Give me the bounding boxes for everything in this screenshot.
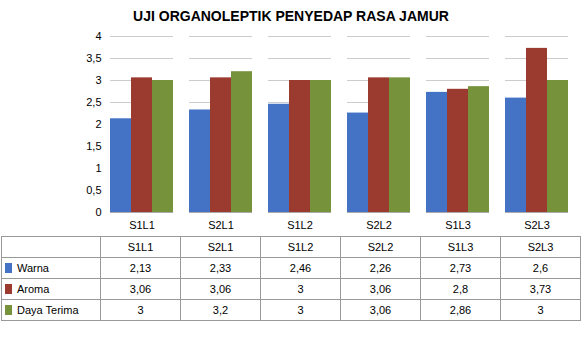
svg-text:2: 2 (95, 118, 101, 130)
html-text:3: 3 (537, 304, 544, 316)
html-text:S1L1: S1L1 (127, 241, 154, 253)
svg-text:S2L3: S2L3 (524, 219, 550, 231)
svg-text:S1L1: S1L1 (129, 219, 155, 231)
html-text:Aroma: Aroma (17, 283, 50, 295)
html-text:3,06: 3,06 (209, 283, 232, 295)
svg-text:S1L3: S1L3 (445, 219, 471, 231)
svg-text:1,5: 1,5 (86, 140, 101, 152)
html-text:S2L2: S2L2 (367, 241, 394, 253)
html-text:2,6: 2,6 (532, 262, 549, 274)
html-text:Daya Terima: Daya Terima (17, 304, 79, 316)
svg-text:2,5: 2,5 (86, 96, 101, 108)
html-text:2,13: 2,13 (129, 262, 152, 274)
html-text:S1L3: S1L3 (447, 241, 474, 253)
html-text:3,06: 3,06 (129, 283, 152, 295)
html-text:2,26: 2,26 (369, 262, 392, 274)
html-text:3: 3 (137, 304, 144, 316)
html-text:3,06: 3,06 (369, 283, 392, 295)
html-text:S2L3: S2L3 (527, 241, 554, 253)
html-text:3,06: 3,06 (369, 304, 392, 316)
html-text:S2L1: S2L1 (207, 241, 234, 253)
html-text:3,73: 3,73 (529, 283, 552, 295)
html-text:3: 3 (297, 304, 304, 316)
svg-text:S1L2: S1L2 (287, 219, 313, 231)
svg-text:3,5: 3,5 (86, 52, 101, 64)
html-text:2,73: 2,73 (449, 262, 472, 274)
svg-text:0: 0 (95, 206, 101, 218)
html-text:UJI ORGANOLEPTIK PENYEDAP RASA: UJI ORGANOLEPTIK PENYEDAP RASA JAMUR (133, 8, 449, 24)
html-text:3: 3 (297, 283, 304, 295)
svg-text:S2L1: S2L1 (208, 219, 234, 231)
svg-text:3: 3 (95, 74, 101, 86)
html-text:2,46: 2,46 (289, 262, 312, 274)
svg-text:4: 4 (95, 30, 101, 42)
html-text:Warna: Warna (17, 262, 49, 274)
svg-text:1: 1 (95, 162, 101, 174)
html-text:2,33: 2,33 (209, 262, 232, 274)
html-text:2,8: 2,8 (452, 283, 469, 295)
svg-text:S2L2: S2L2 (366, 219, 392, 231)
html-text:3,2: 3,2 (212, 304, 229, 316)
svg-text:0,5: 0,5 (86, 184, 101, 196)
html-text:S1L2: S1L2 (287, 241, 314, 253)
html-text:2,86: 2,86 (449, 304, 472, 316)
